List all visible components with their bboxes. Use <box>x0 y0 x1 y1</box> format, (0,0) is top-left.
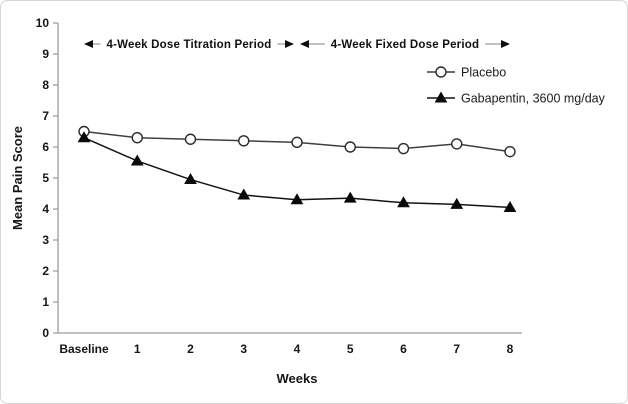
point-placebo-7 <box>451 138 463 150</box>
point-gabapentin-3600-mg-day-2 <box>184 173 197 185</box>
point-gabapentin-3600-mg-day-4 <box>290 193 304 205</box>
point-gabapentin-3600-mg-day-baseline <box>77 131 91 143</box>
y-tick-label: 0 <box>42 326 49 340</box>
annotation-label: 4-Week Fixed Dose Period <box>331 39 479 51</box>
point-gabapentin-3600-mg-day-3 <box>237 188 251 200</box>
x-axis-title: Weeks <box>277 371 318 386</box>
x-tick-label: 2 <box>187 342 194 356</box>
period-annotations: 4-Week Dose Titration Period 4-Week Fixed… <box>84 38 510 52</box>
annotation-label-backing <box>100 38 278 52</box>
y-tick-label: 8 <box>42 78 49 92</box>
legend: Placebo Gabapentin, 3600 mg/day <box>427 66 606 106</box>
annotation-label-backing <box>324 38 486 52</box>
y-tick-label: 9 <box>42 47 49 61</box>
annotation-4-week-dose-titration-period: 4-Week Dose Titration Period <box>84 38 294 52</box>
y-tick-label: 6 <box>42 140 49 154</box>
point-gabapentin-3600-mg-day-1 <box>130 154 144 166</box>
point-placebo-8 <box>504 145 516 158</box>
point-gabapentin-3600-mg-day-8 <box>503 200 517 212</box>
arrowhead-left-icon <box>300 40 309 48</box>
y-tick-label: 1 <box>42 295 49 309</box>
arrowhead-right-icon <box>285 40 294 48</box>
x-tick-label: 8 <box>507 342 514 356</box>
y-tick-label: 10 <box>36 16 50 30</box>
x-tick-label: 5 <box>347 342 354 356</box>
legend-marker-filled-triangle-icon <box>434 91 448 103</box>
point-placebo-2 <box>184 133 197 145</box>
point-placebo-1 <box>131 131 143 144</box>
x-tick-label: 1 <box>134 342 141 356</box>
legend-item-gabapentin-3600-mg-day: Gabapentin, 3600 mg/day <box>427 92 606 106</box>
arrowhead-right-icon <box>501 40 510 48</box>
arrowhead-left-icon <box>84 40 93 48</box>
legend-marker-open-circle-icon <box>435 66 447 78</box>
annotation-4-week-fixed-dose-period: 4-Week Fixed Dose Period <box>300 38 510 52</box>
x-tick-label: 3 <box>240 342 247 356</box>
point-placebo-5 <box>344 141 356 153</box>
series-gabapentin-3600-mg-day <box>77 131 517 212</box>
legend-label: Placebo <box>461 66 506 80</box>
x-tick-label: Baseline <box>59 342 109 356</box>
y-axis-title: Mean Pain Score <box>10 126 25 230</box>
point-placebo-4 <box>291 136 303 149</box>
point-placebo-3 <box>238 135 250 147</box>
x-axis: Baseline 1 2 3 4 5 6 7 8 <box>58 332 522 356</box>
annotation-label: 4-Week Dose Titration Period <box>107 39 272 51</box>
series-placebo <box>78 125 516 158</box>
point-gabapentin-3600-mg-day-6 <box>397 196 410 208</box>
point-gabapentin-3600-mg-day-7 <box>450 197 464 209</box>
point-placebo-6 <box>397 142 410 155</box>
x-tick-label: 7 <box>453 342 460 356</box>
y-tick-label: 2 <box>42 264 49 278</box>
y-tick-label: 4 <box>42 202 49 216</box>
legend-item-placebo: Placebo <box>427 66 506 80</box>
y-tick-label: 7 <box>42 109 49 123</box>
data-series <box>77 125 517 212</box>
x-tick-label: 4 <box>294 342 301 356</box>
y-tick-label: 5 <box>42 171 49 185</box>
y-axis: 0 1 2 3 4 5 6 7 8 9 10 <box>36 16 59 340</box>
y-tick-label: 3 <box>42 233 49 247</box>
legend-label: Gabapentin, 3600 mg/day <box>461 92 606 106</box>
point-gabapentin-3600-mg-day-5 <box>343 191 357 203</box>
x-tick-label: 6 <box>400 342 407 356</box>
